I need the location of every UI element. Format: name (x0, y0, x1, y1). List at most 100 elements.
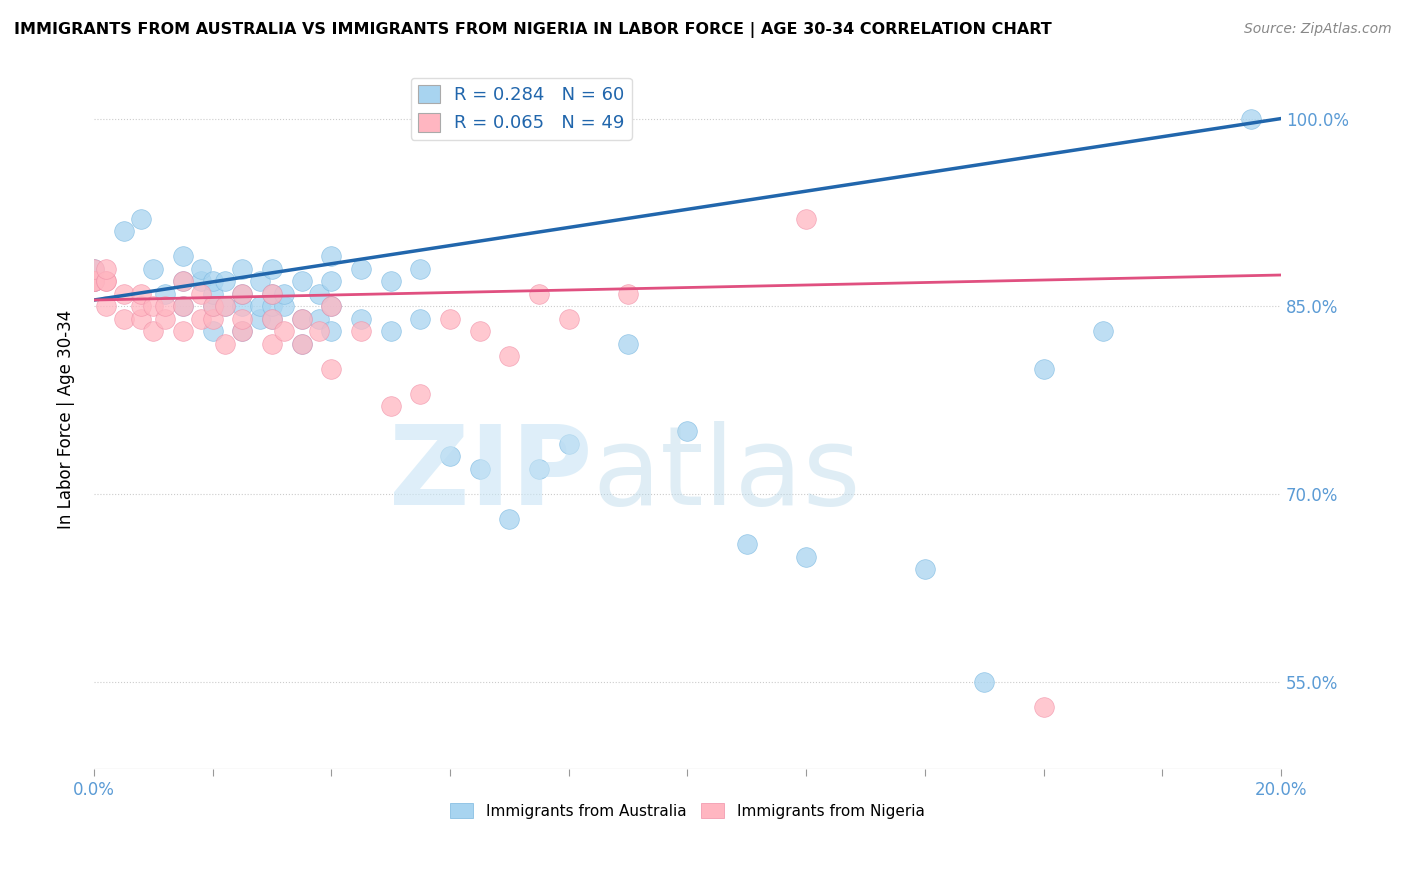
Point (172, 299, 194, 313)
Point (350, 261, 373, 276)
Point (172, 299, 194, 313)
Point (409, 387, 432, 401)
Text: ZIP: ZIP (389, 422, 592, 528)
Point (172, 324, 194, 338)
Point (260, 286, 283, 301)
Point (260, 299, 283, 313)
Point (94, 299, 117, 313)
Point (112, 286, 135, 301)
Point (153, 286, 176, 301)
Point (308, 311, 330, 326)
Point (291, 311, 314, 326)
Point (83, 274, 105, 288)
Point (558, 437, 581, 451)
Point (794, 549, 817, 564)
Point (231, 261, 253, 276)
Point (214, 336, 236, 351)
Point (321, 299, 343, 313)
Point (142, 324, 165, 338)
Point (260, 261, 283, 276)
Point (190, 311, 212, 326)
Point (249, 311, 271, 326)
Point (201, 286, 224, 301)
Point (131, 299, 153, 313)
Point (249, 299, 271, 313)
Point (321, 249, 343, 263)
Point (214, 299, 236, 313)
Point (214, 299, 236, 313)
Point (231, 311, 253, 326)
Point (676, 425, 699, 439)
Point (273, 324, 295, 338)
Point (1032, 699, 1054, 714)
Point (190, 286, 212, 301)
Point (201, 311, 224, 326)
Point (83, 274, 105, 288)
Point (527, 286, 550, 301)
Point (231, 324, 253, 338)
Text: atlas: atlas (592, 422, 860, 528)
Point (291, 336, 314, 351)
Point (201, 324, 224, 338)
Point (794, 211, 817, 226)
Point (131, 286, 153, 301)
Point (249, 274, 271, 288)
Point (617, 286, 640, 301)
Point (231, 286, 253, 301)
Point (321, 362, 343, 376)
Point (498, 349, 520, 363)
Point (380, 324, 402, 338)
Text: IMMIGRANTS FROM AUSTRALIA VS IMMIGRANTS FROM NIGERIA IN LABOR FORCE | AGE 30-34 : IMMIGRANTS FROM AUSTRALIA VS IMMIGRANTS … (14, 22, 1052, 38)
Y-axis label: In Labor Force | Age 30-34: In Labor Force | Age 30-34 (58, 310, 75, 529)
Point (190, 274, 212, 288)
Point (291, 311, 314, 326)
Point (231, 324, 253, 338)
Point (231, 299, 253, 313)
Point (214, 274, 236, 288)
Point (231, 286, 253, 301)
Point (260, 311, 283, 326)
Point (468, 324, 491, 338)
Point (409, 261, 432, 276)
Point (735, 537, 758, 551)
Point (321, 299, 343, 313)
Point (83, 274, 105, 288)
Point (153, 299, 176, 313)
Point (201, 299, 224, 313)
Point (350, 311, 373, 326)
Point (94, 274, 117, 288)
Point (260, 311, 283, 326)
Point (172, 274, 194, 288)
Point (1091, 324, 1114, 338)
Point (439, 450, 461, 464)
Point (190, 261, 212, 276)
Point (558, 311, 581, 326)
Point (380, 274, 402, 288)
Point (273, 299, 295, 313)
Point (94, 274, 117, 288)
Point (1240, 112, 1263, 126)
Point (142, 299, 165, 313)
Point (380, 400, 402, 414)
Point (131, 211, 153, 226)
Point (308, 286, 330, 301)
Point (83, 261, 105, 276)
Point (1032, 362, 1054, 376)
Point (498, 512, 520, 526)
Point (201, 274, 224, 288)
Point (439, 311, 461, 326)
Point (308, 324, 330, 338)
Point (94, 261, 117, 276)
Point (172, 274, 194, 288)
Point (617, 336, 640, 351)
Point (112, 224, 135, 238)
Point (321, 324, 343, 338)
Point (527, 462, 550, 476)
Point (153, 311, 176, 326)
Point (112, 311, 135, 326)
Point (172, 249, 194, 263)
Point (914, 562, 936, 576)
Point (973, 674, 995, 689)
Point (260, 336, 283, 351)
Point (273, 286, 295, 301)
